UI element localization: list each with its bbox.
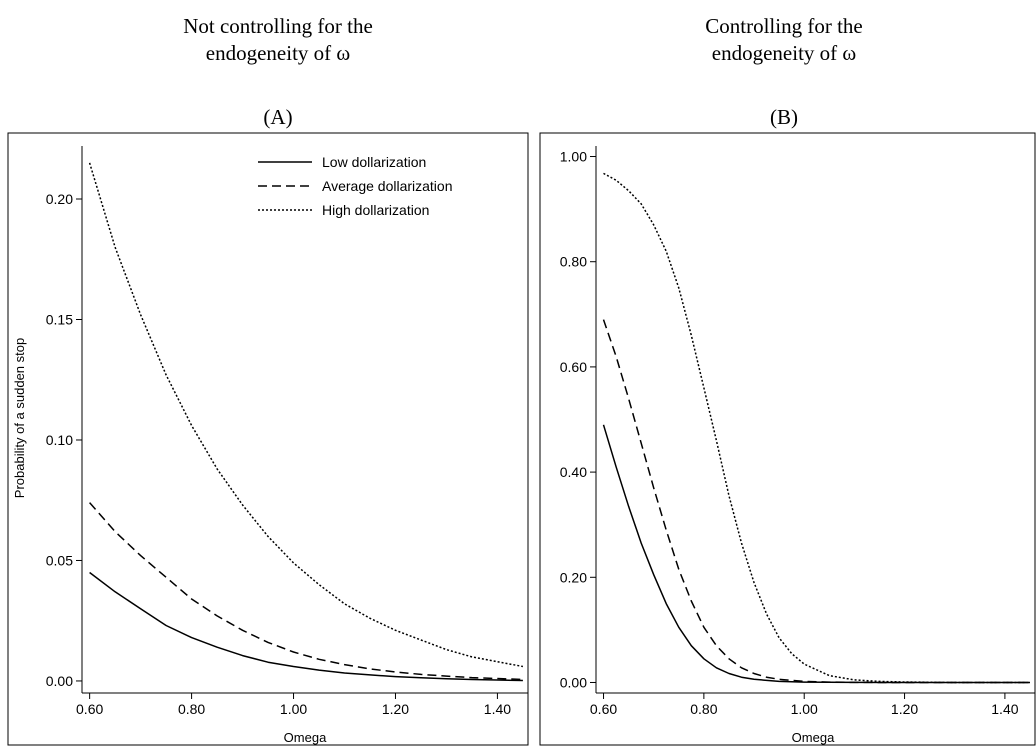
panel-b-x-axis-label: Omega bbox=[792, 730, 835, 745]
panel-b-x-tick-label: 1.20 bbox=[891, 701, 918, 717]
panel-a-series-solid bbox=[89, 571, 523, 682]
panel-a-x-tick-label: 0.60 bbox=[76, 701, 103, 717]
panel-b-heading-line-2: endogeneity of ω bbox=[712, 41, 856, 65]
panel-b-y-tick-label: 0.20 bbox=[560, 569, 587, 585]
panel-a-y-tick-label: 0.20 bbox=[46, 191, 73, 207]
legend-label-low: Low dollarization bbox=[322, 154, 426, 170]
panel-b-series-solid bbox=[602, 424, 1030, 684]
panel-a-y-tick-label: 0.15 bbox=[46, 311, 73, 327]
panel-b-x-tick-label: 0.60 bbox=[590, 701, 617, 717]
panel-a: Not controlling for the endogeneity of ω… bbox=[7, 14, 529, 746]
panel-b-y-tick-label: 1.00 bbox=[560, 149, 587, 165]
panel-b-heading-line-1: Controlling for the bbox=[705, 14, 862, 38]
panel-a-y-tick-label: 0.05 bbox=[46, 552, 73, 568]
panel-a-x-tick-label: 1.00 bbox=[280, 701, 307, 717]
panel-a-label: (A) bbox=[263, 105, 292, 129]
panel-a-heading-line-1: Not controlling for the bbox=[183, 14, 373, 38]
panel-b-frame bbox=[539, 132, 1036, 746]
panel-b-x-tick-label: 1.40 bbox=[991, 701, 1018, 717]
panel-b: Controlling for the endogeneity of ω (B)… bbox=[539, 14, 1036, 746]
panel-a-y-tick-label: 0.00 bbox=[46, 673, 73, 689]
panel-a-y-tick-label: 0.10 bbox=[46, 432, 73, 448]
panel-a-x-axis-label: Omega bbox=[284, 730, 327, 745]
panel-a-series-dashed bbox=[89, 502, 523, 681]
panel-b-series-dashed bbox=[602, 319, 1030, 684]
panel-a-x-tick-label: 1.40 bbox=[484, 701, 511, 717]
legend-label-average: Average dollarization bbox=[322, 178, 453, 194]
panel-b-y-tick-label: 0.40 bbox=[560, 464, 587, 480]
panel-a-y-axis-label: Probability of a sudden stop bbox=[12, 338, 27, 498]
panel-a-frame bbox=[7, 132, 529, 746]
panel-b-x-tick-label: 0.80 bbox=[690, 701, 717, 717]
panel-b-series-dotted bbox=[603, 172, 1030, 684]
panel-a-series-dotted bbox=[88, 162, 524, 668]
panel-a-heading-line-2: endogeneity of ω bbox=[206, 41, 350, 65]
legend-label-high: High dollarization bbox=[322, 202, 429, 218]
panel-b-y-tick-label: 0.60 bbox=[560, 359, 587, 375]
legend: Low dollarization Average dollarization … bbox=[258, 154, 453, 218]
panel-b-y-tick-label: 0.00 bbox=[560, 674, 587, 690]
panel-b-y-tick-label: 0.80 bbox=[560, 254, 587, 270]
panel-b-label: (B) bbox=[770, 105, 798, 129]
panel-b-x-tick-label: 1.00 bbox=[791, 701, 818, 717]
panel-a-x-tick-label: 1.20 bbox=[382, 701, 409, 717]
panel-a-x-tick-label: 0.80 bbox=[178, 701, 205, 717]
